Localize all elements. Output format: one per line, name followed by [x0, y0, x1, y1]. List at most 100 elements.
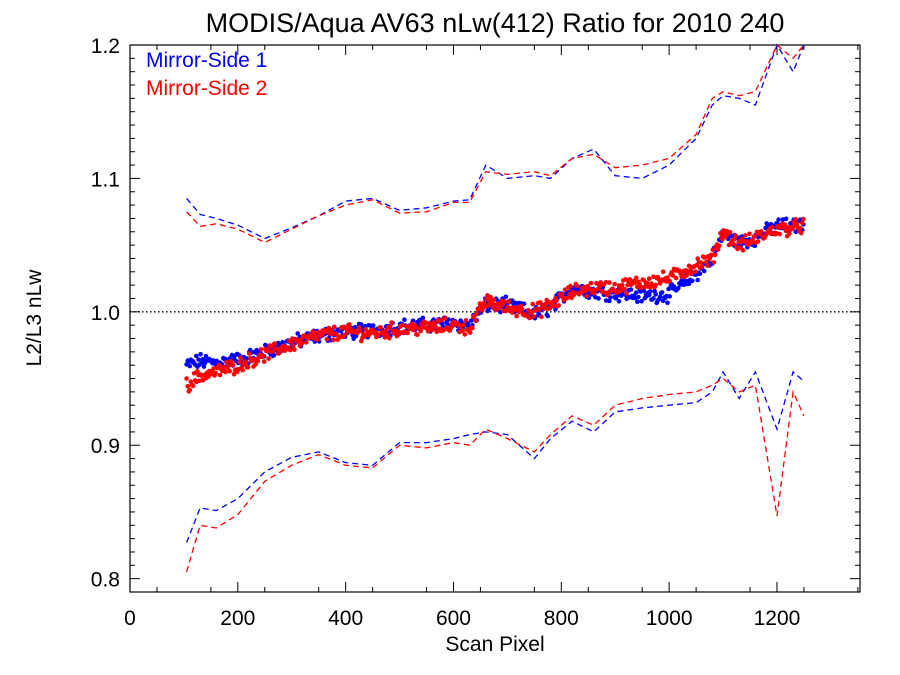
x-tick-label: 600 — [436, 607, 471, 630]
x-tick-label: 200 — [220, 607, 255, 630]
ms2-point — [747, 231, 752, 237]
ms2-point — [660, 269, 666, 275]
ms2-point — [347, 322, 352, 327]
ms2-point — [304, 340, 309, 345]
ms2-point — [624, 291, 629, 296]
ms2-point — [491, 297, 497, 303]
ms2-point — [598, 280, 603, 285]
ms2-point — [793, 216, 799, 222]
ms2-point — [800, 220, 805, 226]
ms2-point — [644, 280, 650, 286]
ms2-point — [752, 233, 758, 239]
ms2-point — [434, 329, 440, 335]
ms2-point — [670, 273, 676, 278]
ms2-point — [405, 330, 411, 336]
ms2-point — [704, 259, 709, 265]
ms1-point — [776, 217, 781, 222]
ms1-point — [653, 292, 658, 297]
ms2-point — [536, 307, 542, 312]
ms2-point — [667, 278, 672, 284]
ms2-point — [584, 293, 589, 299]
ms1-point — [628, 287, 634, 292]
ms1-point — [486, 307, 491, 312]
plot-area: 0 200 400 600 800 1000 1200 0.8 0.9 1.0 1.1 1.2 — [91, 35, 861, 630]
ms2-point — [430, 327, 435, 333]
legend: Mirror-Side 1 Mirror-Side 2 — [146, 49, 267, 100]
ms2-point — [331, 337, 336, 343]
ms1-point — [616, 298, 622, 304]
ms2-point — [213, 370, 218, 376]
ms2-point — [190, 383, 196, 389]
ms1-point — [686, 281, 692, 287]
ms2-point — [460, 328, 466, 333]
ms2-point — [769, 224, 775, 230]
legend-mirror-side-1: Mirror-Side 1 — [146, 49, 267, 72]
ms1-point — [271, 352, 277, 358]
ms2-point — [493, 307, 499, 313]
ms2-point — [712, 252, 718, 258]
ms1-point — [614, 294, 620, 299]
ms2-point — [227, 368, 232, 374]
ms2-point — [240, 367, 245, 373]
ms2-point — [782, 222, 788, 227]
ms2-point — [554, 298, 559, 304]
ms2-point — [777, 231, 782, 237]
ms2-point — [787, 231, 792, 236]
ms2-point — [552, 303, 557, 309]
ms2-point — [710, 247, 716, 253]
ms2-point — [185, 383, 190, 389]
ms2-point — [495, 301, 501, 306]
ms2-point — [433, 324, 439, 330]
ms2-point — [622, 286, 627, 292]
ms1-point — [608, 295, 613, 300]
ms1-point — [666, 286, 671, 292]
ms1-point — [783, 216, 789, 222]
plot-frame — [129, 44, 861, 593]
ms2-point — [695, 256, 700, 261]
ms1-point — [194, 353, 199, 359]
ms2-point — [388, 324, 393, 329]
y-tick-label: 1.1 — [91, 168, 120, 191]
ms1-lower-envelope — [185, 370, 805, 543]
ms2-point — [418, 328, 423, 334]
ms2-point — [698, 260, 704, 265]
ms1-point — [370, 323, 376, 328]
ms2-point — [373, 329, 378, 335]
ms1-point — [636, 294, 641, 300]
ms1-point — [695, 277, 700, 283]
y-tick-label: 0.8 — [91, 569, 120, 592]
ms2-point — [221, 364, 226, 370]
ms2-upper-envelope — [186, 43, 805, 244]
ms2-point — [688, 271, 694, 277]
ms1-point — [634, 290, 639, 295]
ms2-point — [230, 362, 236, 368]
ms2-point — [481, 300, 487, 306]
ms2-point — [607, 280, 612, 285]
ms2-point — [783, 228, 789, 234]
ms1-point — [639, 299, 644, 304]
ms1-point — [469, 318, 474, 323]
ms1-point — [420, 315, 426, 321]
ms2-point — [470, 325, 475, 331]
ms2-point — [474, 310, 480, 316]
ms2-point — [798, 230, 804, 236]
ms2-point — [778, 225, 783, 230]
ms2-point — [720, 236, 725, 242]
ms2-point — [467, 330, 473, 335]
chart-title: MODIS/Aqua AV63 nLw(412) Ratio for 2010 … — [206, 8, 785, 38]
ms2-point — [568, 283, 573, 289]
ms2-point — [646, 276, 652, 282]
ms2-point — [376, 332, 381, 337]
ms2-point — [705, 263, 710, 268]
ms2-point — [693, 269, 698, 274]
ms2-point — [245, 365, 251, 370]
ms2-point — [653, 282, 658, 288]
ms1-point — [196, 357, 201, 362]
ms2-point — [539, 314, 544, 320]
ms2-point — [261, 359, 267, 364]
ms2-point — [298, 337, 304, 342]
ms1-point — [200, 357, 206, 362]
ms2-point — [564, 295, 570, 301]
ms2-point — [299, 341, 305, 346]
ms2-point — [737, 245, 743, 250]
